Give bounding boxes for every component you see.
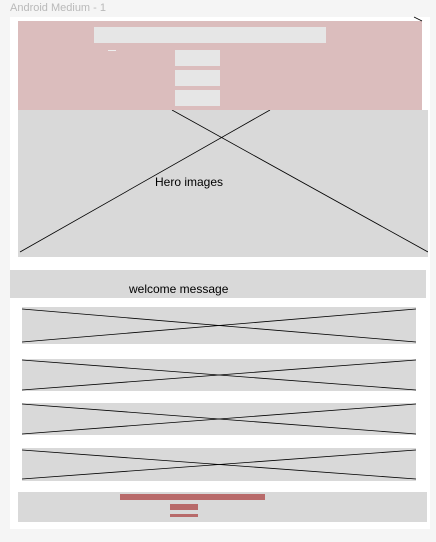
welcome-message-banner: welcome message	[10, 270, 426, 298]
card-placeholder-cross	[22, 359, 416, 391]
content-card-2[interactable]	[22, 359, 416, 391]
hero-placeholder-cross	[19, 110, 428, 253]
content-card-3[interactable]	[22, 403, 416, 435]
welcome-label: welcome message	[129, 282, 229, 296]
search-bar-placeholder[interactable]	[94, 27, 326, 43]
card-placeholder-cross	[22, 403, 416, 435]
content-card-1[interactable]	[22, 307, 416, 344]
frame-title: Android Medium - 1	[10, 2, 106, 14]
content-card-4[interactable]	[22, 448, 416, 481]
nav-button-1[interactable]	[175, 50, 220, 66]
card-placeholder-cross	[22, 308, 416, 343]
top-nav-section	[18, 21, 422, 110]
card-placeholder-cross	[22, 449, 416, 480]
footer-link-bar-2[interactable]	[170, 514, 198, 517]
hero-label: Hero images	[155, 175, 224, 189]
android-artboard: Hero images welcome message	[10, 16, 430, 529]
nav-button-2[interactable]	[175, 70, 220, 86]
nav-button-3[interactable]	[175, 90, 220, 106]
footer-link-bar-1[interactable]	[170, 504, 198, 510]
footer-title-bar	[120, 494, 265, 500]
nav-divider	[108, 50, 116, 51]
footer-section	[18, 492, 427, 522]
hero-image-placeholder: Hero images	[18, 110, 428, 257]
